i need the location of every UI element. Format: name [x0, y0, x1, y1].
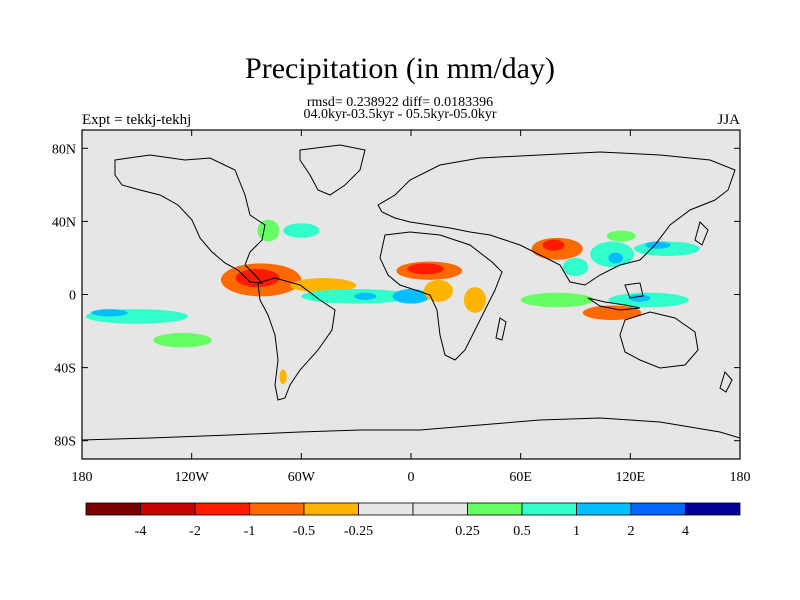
coast-indonesia	[587, 297, 641, 311]
anomaly-nw-pacific-blue	[644, 241, 671, 249]
anomaly-tropical-atlantic-dry	[290, 278, 357, 293]
y-tick-label: 80S	[54, 435, 76, 450]
coast-south-america	[257, 277, 336, 401]
colorbar-label: 0.5	[513, 524, 531, 539]
colorbar-swatch	[194, 502, 250, 516]
colorbar-label: -4	[135, 524, 147, 539]
coast-madagascar	[495, 317, 507, 341]
x-tick-label: 120W	[175, 470, 210, 485]
anomaly-bay-bengal-wet	[562, 257, 589, 277]
coast-antarctica	[82, 417, 740, 441]
colorbar-swatch	[467, 502, 523, 516]
anomaly-sahel-core	[407, 263, 444, 275]
colorbar-label: -1	[244, 524, 256, 539]
anomaly-patagonia-dry	[279, 369, 287, 385]
anomaly-china-green	[606, 230, 636, 242]
anomaly-atlantic-blue	[354, 292, 377, 300]
y-tick-label: 40N	[52, 215, 76, 230]
colorbar-label: 4	[682, 524, 689, 539]
coast-japan	[694, 221, 709, 246]
colorbar-label: -0.5	[293, 524, 315, 539]
colorbar-label: 1	[573, 524, 580, 539]
subtitle-statistics: rmsd= 0.238922 diff= 0.0183396	[306, 95, 494, 110]
colorbar-swatch	[140, 502, 196, 516]
y-tick-label: 0	[69, 289, 76, 304]
anomaly-south-pacific-blue	[91, 309, 128, 317]
colorbar: -4 -2 -1 -0.5 -0.25 0.25 0.5 1 2 4	[85, 502, 741, 539]
colorbar-swatch	[249, 502, 305, 516]
x-tick-label: 0	[408, 470, 415, 485]
y-tick-label: 40S	[54, 362, 76, 377]
page-title: Precipitation (in mm/day)	[245, 52, 555, 85]
colorbar-swatch	[303, 502, 359, 516]
coast-africa	[379, 231, 503, 361]
subtitle-periods: 04.0kyr-03.5kyr - 05.5kyr-05.0kyr	[303, 107, 497, 122]
coast-greenland	[299, 144, 366, 196]
x-tick-label: 60W	[288, 470, 316, 485]
anomaly-west-africa-dry	[423, 279, 454, 302]
anomaly-india-core	[542, 239, 565, 251]
anomaly-us-east-green	[257, 219, 280, 242]
colorbar-label: 0.25	[455, 524, 480, 539]
coast-australia	[619, 311, 699, 369]
x-tick-label: 180	[730, 470, 751, 485]
colorbar-label: 2	[628, 524, 635, 539]
colorbar-swatch	[521, 502, 577, 516]
coastline-layer	[82, 144, 740, 441]
anomaly-se-asia-blue	[608, 252, 624, 264]
x-tick-label: 180	[72, 470, 93, 485]
experiment-label: Expt = tekkj-tekhj	[82, 112, 192, 128]
season-label: JJA	[717, 112, 740, 128]
colorbar-swatch	[358, 502, 414, 516]
colorbar-label: -0.25	[344, 524, 373, 539]
x-tick-label: 60E	[509, 470, 532, 485]
anomaly-maritime-blue	[628, 294, 651, 302]
anomaly-equatorial-indian-wet	[520, 292, 594, 308]
y-tick-label: 80N	[52, 142, 76, 157]
coast-borneo	[624, 282, 644, 299]
coast-new-zealand	[719, 370, 733, 393]
anomaly-east-africa-dry	[464, 287, 486, 313]
colorbar-swatch	[576, 502, 632, 516]
colorbar-swatch	[630, 502, 686, 516]
colorbar-label: -2	[189, 524, 201, 539]
anomaly-south-pacific-tail	[153, 332, 212, 348]
coast-north-america	[114, 154, 266, 284]
anomaly-gulf-guinea-wet	[392, 289, 430, 304]
colorbar-swatch	[685, 502, 741, 516]
axis-ticks: 180 120W 60W 0 60E 120E 180 80N 40N 0 40S 80S	[52, 130, 751, 485]
x-tick-label: 120E	[616, 470, 646, 485]
colorbar-swatch	[412, 502, 468, 516]
coast-eurasia	[377, 151, 736, 286]
anomaly-layer	[85, 219, 700, 385]
anomaly-north-atlantic-green	[283, 223, 320, 238]
colorbar-swatch	[85, 502, 141, 516]
